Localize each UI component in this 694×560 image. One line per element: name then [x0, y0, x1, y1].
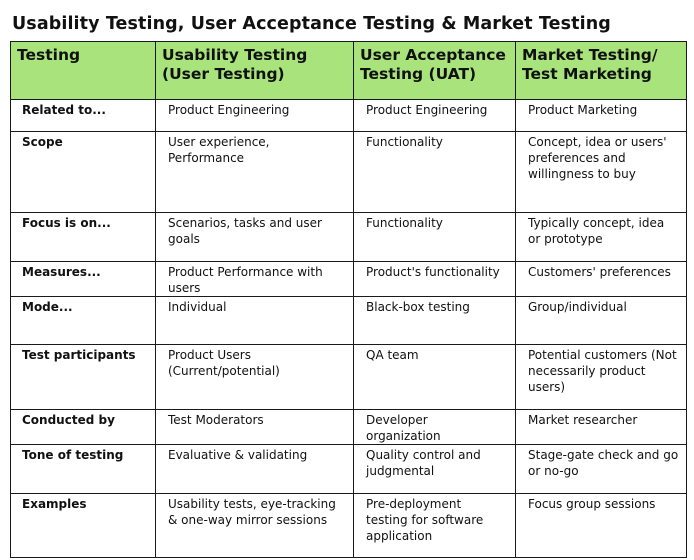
cell-uat: Developer organization [353, 409, 516, 445]
table-row-conducted-by: Conducted by Test Moderators Developer o… [10, 409, 687, 445]
table-row-focus: Focus is on... Scenarios, tasks and user… [10, 212, 687, 262]
cell-uat: Product Engineering [353, 99, 516, 132]
table-row-examples: Examples Usability tests, eye-tracking &… [10, 493, 687, 558]
cell-usability: Scenarios, tasks and user goals [155, 212, 354, 262]
cell-usability: User experience, Performance [155, 131, 354, 213]
cell-uat: Functionality [353, 131, 516, 213]
cell-usability: Product Users (Current/potential) [155, 344, 354, 410]
table-row-measures: Measures... Product Performance with use… [10, 261, 687, 297]
cell-market: Group/individual [515, 296, 687, 345]
cell-usability: Test Moderators [155, 409, 354, 445]
cell-market: Concept, idea or users' preferences and … [515, 131, 687, 213]
cell-usability: Individual [155, 296, 354, 345]
row-label: Test participants [10, 344, 156, 410]
cell-usability: Product Performance with users [155, 261, 354, 297]
table-row-tone: Tone of testing Evaluative & validating … [10, 444, 687, 494]
row-label: Tone of testing [10, 444, 156, 494]
cell-market: Typically concept, idea or prototype [515, 212, 687, 262]
row-label: Examples [10, 493, 156, 558]
cell-uat: Product's functionality [353, 261, 516, 297]
row-label: Related to... [10, 99, 156, 132]
table-row-mode: Mode... Individual Black-box testing Gro… [10, 296, 687, 345]
cell-usability: Evaluative & validating [155, 444, 354, 494]
cell-uat: Quality control and judgmental [353, 444, 516, 494]
cell-uat: QA team [353, 344, 516, 410]
cell-market: Potential customers (Not necessarily pro… [515, 344, 687, 410]
row-label: Conducted by [10, 409, 156, 445]
table-row-related-to: Related to... Product Engineering Produc… [10, 99, 687, 132]
header-testing: Testing [10, 41, 156, 100]
header-market-testing: Market Testing/ Test Marketing [515, 41, 687, 100]
cell-market: Customers' preferences [515, 261, 687, 297]
table-header-row: Testing Usability Testing (User Testing)… [10, 41, 687, 100]
table-row-scope: Scope User experience, Performance Funct… [10, 131, 687, 213]
row-label: Focus is on... [10, 212, 156, 262]
table-row-test-participants: Test participants Product Users (Current… [10, 344, 687, 410]
row-label: Mode... [10, 296, 156, 345]
cell-usability: Usability tests, eye-tracking & one-way … [155, 493, 354, 558]
row-label: Scope [10, 131, 156, 213]
row-label: Measures... [10, 261, 156, 297]
cell-market: Market researcher [515, 409, 687, 445]
cell-market: Stage-gate check and go or no-go [515, 444, 687, 494]
cell-market: Product Marketing [515, 99, 687, 132]
comparison-table: Testing Usability Testing (User Testing)… [10, 41, 687, 558]
cell-uat: Functionality [353, 212, 516, 262]
cell-uat: Pre-deployment testing for software appl… [353, 493, 516, 558]
page-title: Usability Testing, User Acceptance Testi… [12, 14, 611, 34]
header-usability-testing: Usability Testing (User Testing) [155, 41, 354, 100]
cell-uat: Black-box testing [353, 296, 516, 345]
header-user-acceptance-testing: User Acceptance Testing (UAT) [353, 41, 516, 100]
cell-market: Focus group sessions [515, 493, 687, 558]
cell-usability: Product Engineering [155, 99, 354, 132]
